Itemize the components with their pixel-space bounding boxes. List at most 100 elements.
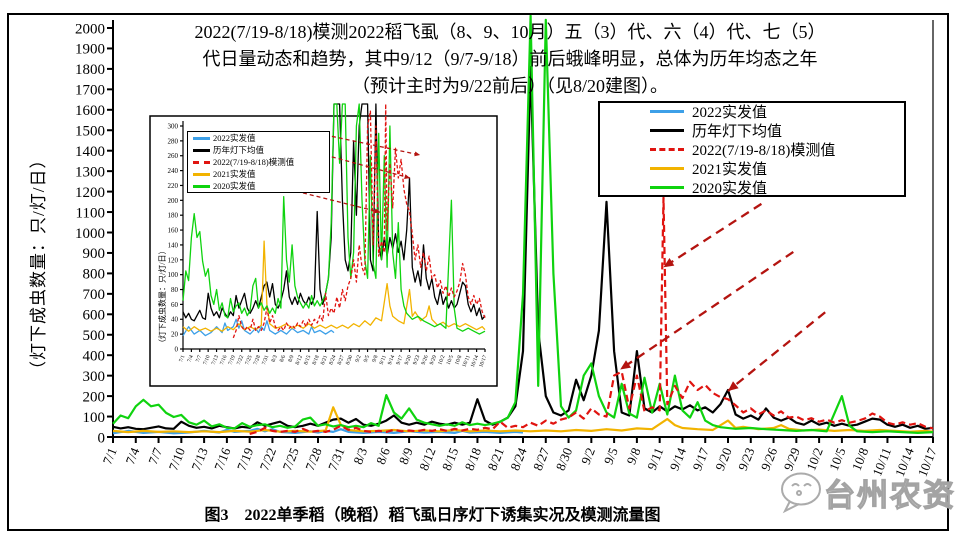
svg-text:9/17: 9/17 <box>395 354 404 366</box>
svg-text:9/26: 9/26 <box>421 354 430 366</box>
legend-swatch-actual-2020 <box>193 184 210 188</box>
svg-text:80: 80 <box>171 286 179 294</box>
svg-text:10/8: 10/8 <box>849 446 872 473</box>
svg-text:300: 300 <box>83 369 106 385</box>
svg-text:7/10: 7/10 <box>202 354 211 366</box>
svg-text:10/5: 10/5 <box>446 354 455 366</box>
svg-text:9/20: 9/20 <box>404 354 413 366</box>
svg-text:20: 20 <box>171 331 179 339</box>
main-series-line-actual-2020 <box>112 14 934 434</box>
svg-text:8/9: 8/9 <box>396 446 416 467</box>
legend-item-actual-2022: 2022实发值 <box>193 132 329 144</box>
svg-text:7/31: 7/31 <box>261 354 270 366</box>
svg-text:8/30: 8/30 <box>553 446 576 473</box>
svg-text:7/7: 7/7 <box>195 354 203 363</box>
legend-label-actual-2022: 2022实发值 <box>692 104 768 121</box>
legend-label-actual-2021: 2021实发值 <box>692 161 768 178</box>
chart-title-line3: （预计主时为9/22前后）（见8/20建图）。 <box>351 76 668 96</box>
svg-text:8/6: 8/6 <box>279 354 287 363</box>
legend-swatch-hist-mean <box>650 128 684 132</box>
legend-swatch-hist-mean <box>193 148 210 152</box>
svg-text:200: 200 <box>83 389 106 405</box>
svg-text:7/13: 7/13 <box>211 354 220 366</box>
svg-text:7/7: 7/7 <box>145 445 165 466</box>
svg-text:10/5: 10/5 <box>826 446 849 473</box>
svg-text:8/18: 8/18 <box>462 446 485 473</box>
svg-text:7/22: 7/22 <box>236 354 245 366</box>
legend-item-hist-mean: 历年灯下均值 <box>193 144 329 156</box>
inset-legend: 2022实发值 历年灯下均值 2022(7/19-8/18)模测值 2021实发值 20… <box>187 131 330 193</box>
chart-title-line2: 代日量动态和趋势，其中9/12（9/7-9/18）前后蛾峰明显，总体为历年均态之… <box>202 49 818 69</box>
y-axis-title: （灯下成虫数量：只/灯/日） <box>29 150 48 378</box>
inset-axes: 0 20 40 60 80 100 120 140 160 180 200 220 240 260 280 3… <box>168 121 489 368</box>
chart-title: 2022(7/19-8/18)模测2022稻飞虱（8、9、10月）五（3）代、六… <box>125 19 895 100</box>
svg-text:7/13: 7/13 <box>188 446 211 473</box>
svg-text:7/19: 7/19 <box>228 354 237 366</box>
svg-text:400: 400 <box>83 348 106 364</box>
svg-text:8/6: 8/6 <box>373 445 393 466</box>
legend-label-hist-mean: 历年灯下均值 <box>213 145 265 155</box>
legend-swatch-model-2022 <box>193 160 210 164</box>
svg-text:2000: 2000 <box>75 21 105 37</box>
legend-label-model-2022: 2022(7/19-8/18)模测值 <box>213 157 295 167</box>
svg-text:10/17: 10/17 <box>478 354 488 368</box>
svg-text:10/2: 10/2 <box>803 446 826 473</box>
svg-text:7/1: 7/1 <box>178 354 186 363</box>
svg-text:7/4: 7/4 <box>122 445 142 466</box>
svg-text:60: 60 <box>171 301 179 309</box>
legend-item-hist-mean: 历年灯下均值 <box>650 121 904 140</box>
inset-series-line-actual-2021 <box>182 240 486 332</box>
svg-text:1500: 1500 <box>75 124 105 140</box>
legend-swatch-actual-2020 <box>650 185 684 189</box>
figure-caption: 图3 2022单季稻（晚稻）稻飞虱日序灯下诱集实况及模测流量图 <box>204 507 661 524</box>
svg-text:9/17: 9/17 <box>689 445 712 473</box>
svg-text:10/2: 10/2 <box>437 354 446 366</box>
watermark-logo-icon <box>781 472 821 513</box>
watermark: 台州农资 <box>778 470 956 515</box>
svg-text:1600: 1600 <box>75 103 105 119</box>
svg-text:1300: 1300 <box>75 164 105 180</box>
svg-text:8/27: 8/27 <box>530 445 553 473</box>
svg-text:9/8: 9/8 <box>371 354 379 363</box>
inset-y-axis-title: （灯下成虫数量：只/灯/日） <box>158 246 167 347</box>
svg-text:900: 900 <box>83 246 106 262</box>
svg-text:300: 300 <box>168 122 179 130</box>
svg-text:9/20: 9/20 <box>712 446 735 473</box>
svg-text:180: 180 <box>168 212 179 220</box>
svg-text:1400: 1400 <box>75 144 105 160</box>
chart-title-line1: 2022(7/19-8/18)模测2022稻飞虱（8、9、10月）五（3）代、六… <box>194 22 826 42</box>
svg-text:9/23: 9/23 <box>735 446 758 473</box>
legend-item-actual-2021: 2021实发值 <box>193 168 329 180</box>
svg-text:9/8: 9/8 <box>623 446 643 467</box>
svg-text:240: 240 <box>168 167 179 175</box>
legend-item-model-2022: 2022(7/19-8/18)模测值 <box>193 156 329 168</box>
legend-swatch-actual-2021 <box>650 166 684 170</box>
svg-text:8/9: 8/9 <box>287 354 295 363</box>
inset-callout-arrows <box>302 134 421 214</box>
svg-text:9/14: 9/14 <box>667 445 690 473</box>
svg-text:600: 600 <box>83 308 106 324</box>
svg-text:1000: 1000 <box>75 226 105 242</box>
svg-text:9/23: 9/23 <box>412 354 421 366</box>
svg-text:7/28: 7/28 <box>253 354 262 366</box>
svg-text:7/19: 7/19 <box>234 446 257 473</box>
svg-text:120: 120 <box>168 256 179 264</box>
legend-swatch-model-2022 <box>650 147 684 151</box>
svg-text:8/15: 8/15 <box>439 446 462 473</box>
svg-text:9/29: 9/29 <box>780 446 803 473</box>
svg-text:9/11: 9/11 <box>644 446 666 473</box>
svg-text:9/11: 9/11 <box>379 354 388 365</box>
legend-label-hist-mean: 历年灯下均值 <box>692 123 783 140</box>
svg-text:9/5: 9/5 <box>601 446 621 467</box>
svg-text:10/8: 10/8 <box>454 354 463 366</box>
legend-item-actual-2020: 2020实发值 <box>650 178 904 197</box>
svg-text:8/18: 8/18 <box>311 354 320 366</box>
trend-arrows <box>619 202 826 392</box>
svg-text:1800: 1800 <box>75 62 105 78</box>
legend-label-actual-2022: 2022实发值 <box>213 133 256 143</box>
svg-text:200: 200 <box>168 197 179 205</box>
svg-text:8/15: 8/15 <box>303 354 312 366</box>
legend-item-actual-2020: 2020实发值 <box>193 180 329 192</box>
svg-text:7/16: 7/16 <box>211 445 234 473</box>
legend-label-actual-2020: 2020实发值 <box>692 180 768 197</box>
